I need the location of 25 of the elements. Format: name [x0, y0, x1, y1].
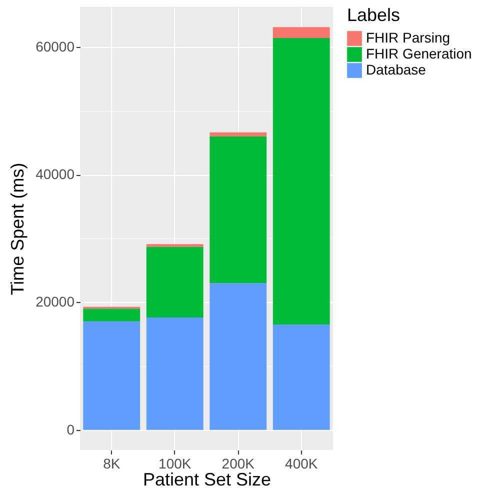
y-tick-label: 60000 [36, 38, 75, 54]
y-tick-label: 0 [66, 421, 75, 438]
bar [146, 246, 204, 318]
bar [272, 38, 330, 325]
x-tick-label: 8K [103, 456, 121, 472]
bar [210, 283, 267, 430]
x-tick-label: 100K [158, 456, 192, 472]
legend-label: FHIR Parsing [366, 30, 450, 46]
bar [210, 132, 267, 136]
bar [210, 136, 267, 284]
x-tick-label: 400K [285, 456, 318, 472]
x-tick-label: 200K [222, 456, 256, 472]
y-tick-label: 40000 [36, 166, 75, 182]
legend-label: FHIR Generation [366, 46, 472, 62]
bar [146, 318, 204, 430]
bar [272, 27, 330, 38]
legend-label: Database [366, 62, 426, 78]
x-axis-title: Patient Set Size [142, 470, 272, 490]
bar [272, 324, 330, 430]
bar [83, 321, 140, 430]
y-tick-label: 20000 [36, 294, 75, 310]
bar [146, 244, 204, 247]
legend-title: Labels [347, 5, 400, 25]
bar [83, 308, 140, 322]
y-axis-title: Time Spent (ms) [8, 162, 28, 296]
